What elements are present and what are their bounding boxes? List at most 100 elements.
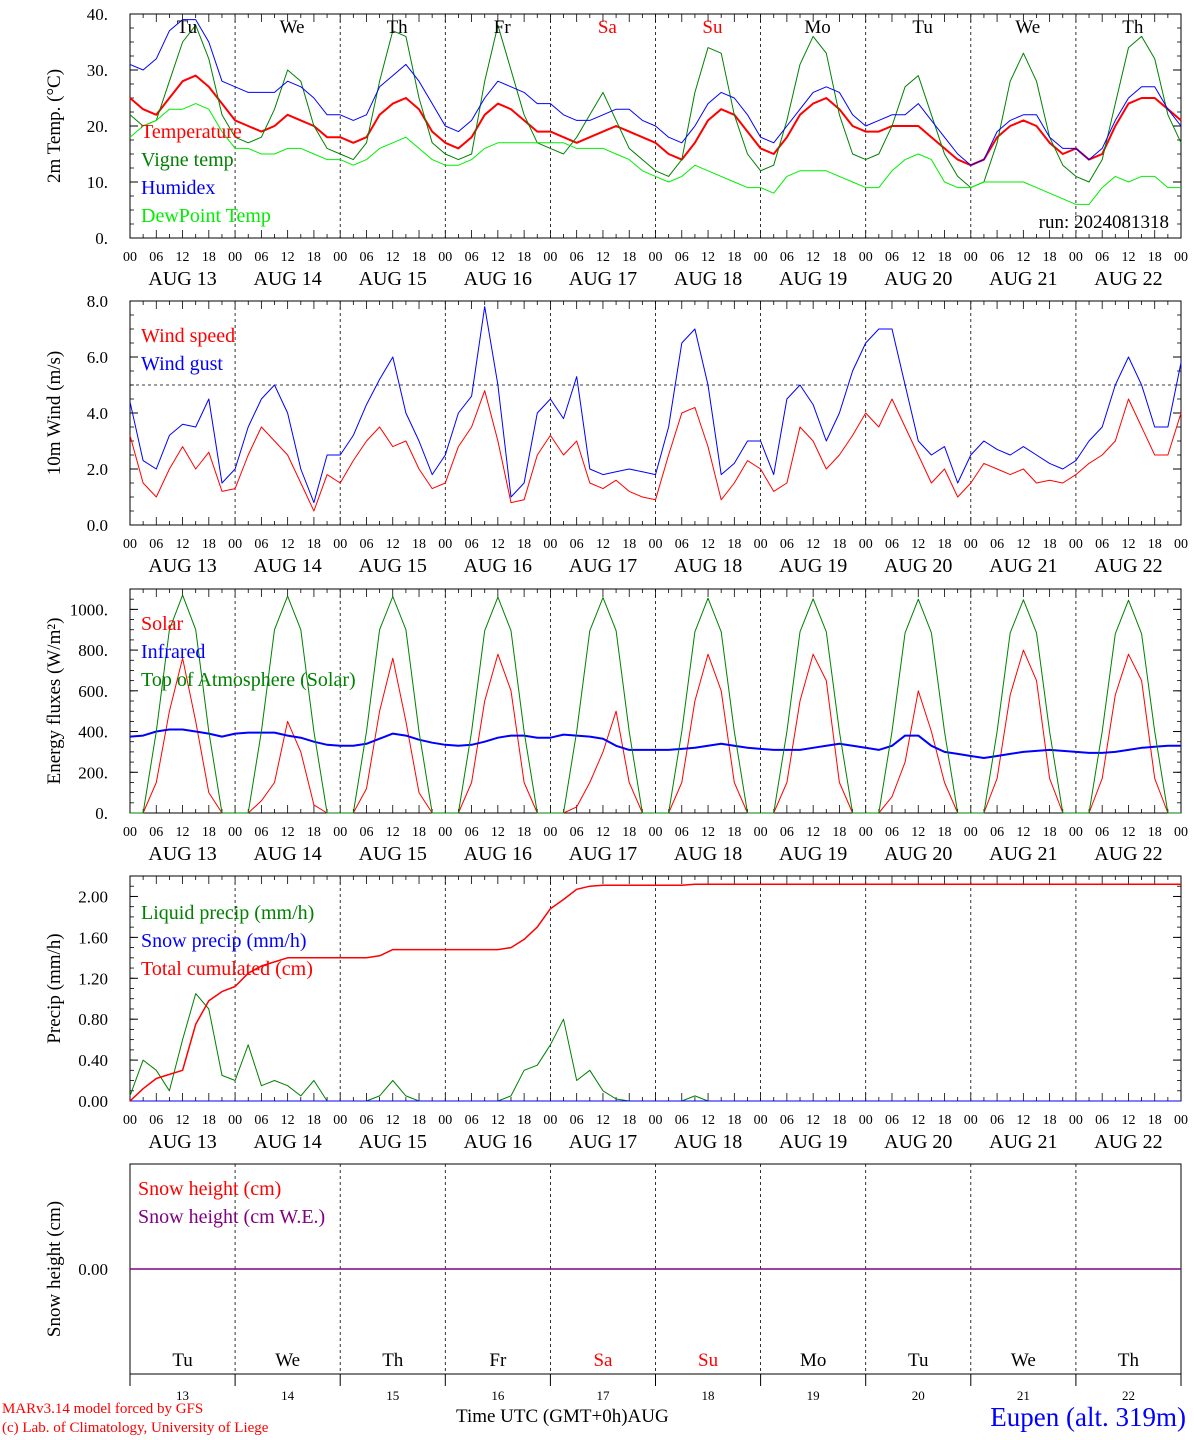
x-axis-title: Time UTC (GMT+0h)AUG	[456, 1406, 669, 1428]
series-line-top-of-atmosphere-solar	[130, 594, 1181, 814]
hour-label: 00	[228, 537, 242, 552]
hour-label: 18	[412, 250, 426, 265]
y-tick-label: 0.00	[78, 1092, 108, 1111]
series-line-wind-speed	[129, 390, 1182, 512]
legend-entry: Wind gust	[141, 353, 223, 375]
location-label: Eupen (alt. 319m)	[990, 1402, 1186, 1432]
hour-label: 12	[491, 537, 505, 552]
hour-label: 00	[859, 825, 873, 840]
hour-label: 00	[228, 250, 242, 265]
hour-label: 18	[307, 1113, 321, 1128]
date-label: AUG 20	[884, 1131, 952, 1153]
hour-label: 18	[412, 1113, 426, 1128]
y-tick-label: 0.	[95, 229, 108, 248]
date-label: AUG 19	[779, 268, 847, 290]
hour-label: 06	[570, 825, 584, 840]
hour-label: 06	[359, 1113, 373, 1128]
hour-label: 12	[806, 250, 820, 265]
hour-label: 06	[990, 1113, 1004, 1128]
hour-label: 00	[123, 825, 137, 840]
hour-label: 00	[438, 1113, 452, 1128]
y-tick-label: 6.0	[87, 348, 108, 367]
hour-label: 12	[1121, 825, 1135, 840]
hour-label: 12	[1121, 250, 1135, 265]
hour-label: 06	[780, 537, 794, 552]
hour-label: 18	[727, 537, 741, 552]
hour-label: 18	[622, 825, 636, 840]
series-line-vigne-temp	[129, 24, 1182, 189]
day-number: 18	[702, 1388, 715, 1403]
hour-label: 18	[202, 825, 216, 840]
hour-label: 12	[1016, 825, 1030, 840]
hour-label: 06	[990, 537, 1004, 552]
y-tick-label: 0.00	[78, 1260, 108, 1279]
y-tick-label: 2.00	[78, 887, 108, 906]
y-tick-label: 1.60	[78, 928, 108, 947]
hour-label: 00	[649, 250, 663, 265]
hour-label: 12	[1016, 1113, 1030, 1128]
hour-label: 00	[1069, 1113, 1083, 1128]
date-label: AUG 14	[253, 268, 321, 290]
date-label: AUG 18	[674, 555, 742, 577]
hour-label: 06	[359, 825, 373, 840]
date-label: AUG 22	[1094, 1131, 1162, 1153]
hour-label: 18	[412, 537, 426, 552]
day-number: 19	[807, 1388, 820, 1403]
legend-entry: Snow height (cm W.E.)	[138, 1206, 325, 1228]
hour-label: 12	[281, 537, 295, 552]
y-tick-label: 1.20	[78, 969, 108, 988]
hour-label: 12	[491, 1113, 505, 1128]
y-tick-label: 0.40	[78, 1051, 108, 1070]
series-line-humidex	[129, 19, 1182, 166]
y-axis-label: Energy fluxes (W/m²)	[44, 618, 65, 785]
y-axis-label: Precip (mm/h)	[44, 933, 65, 1043]
y-tick-label: 600.	[78, 682, 108, 701]
hour-label: 06	[570, 1113, 584, 1128]
legend-entry: Total cumulated (cm)	[141, 958, 313, 980]
hour-label: 06	[254, 1113, 268, 1128]
legend-entry: Snow height (cm)	[138, 1178, 281, 1200]
hour-label: 06	[570, 537, 584, 552]
hour-label: 00	[438, 250, 452, 265]
hour-label: 12	[386, 825, 400, 840]
hour-label: 12	[1121, 537, 1135, 552]
hour-label: 00	[543, 1113, 557, 1128]
legend-entry: DewPoint Temp	[141, 205, 271, 227]
hour-label: 12	[176, 1113, 190, 1128]
legend-entry: Vigne temp	[141, 149, 234, 171]
y-tick-label: 8.0	[87, 292, 108, 311]
hour-label: 06	[254, 825, 268, 840]
date-label: AUG 15	[359, 843, 427, 865]
date-label: AUG 16	[464, 1131, 532, 1153]
hour-label: 18	[727, 250, 741, 265]
hour-label: 12	[386, 250, 400, 265]
day-name: Tu	[912, 17, 933, 38]
day-name: Tu	[177, 17, 198, 38]
date-label: AUG 20	[884, 843, 952, 865]
hour-label: 06	[359, 250, 373, 265]
date-label: AUG 17	[569, 268, 637, 290]
hour-label: 06	[885, 537, 899, 552]
y-tick-label: 0.80	[78, 1010, 108, 1029]
day-name: Tu	[908, 1350, 929, 1371]
hour-label: 06	[149, 250, 163, 265]
hour-label: 12	[596, 537, 610, 552]
x-axis-month: AUG	[627, 1406, 669, 1427]
hour-label: 00	[1174, 537, 1188, 552]
hour-label: 00	[333, 250, 347, 265]
hour-label: 12	[806, 1113, 820, 1128]
hour-label: 06	[675, 1113, 689, 1128]
hour-label: 00	[438, 825, 452, 840]
y-axis-label: 2m Temp. (°C)	[44, 69, 65, 183]
day-name: Fr	[489, 1350, 507, 1371]
day-name: We	[280, 17, 305, 38]
hour-label: 18	[1043, 537, 1057, 552]
hour-label: 06	[149, 537, 163, 552]
legend-entry: Temperature	[141, 121, 242, 143]
date-label: AUG 17	[569, 1131, 637, 1153]
day-number: 20	[912, 1388, 925, 1403]
hour-label: 18	[412, 825, 426, 840]
hour-label: 00	[123, 537, 137, 552]
hour-label: 18	[517, 825, 531, 840]
day-name: Su	[702, 17, 723, 38]
